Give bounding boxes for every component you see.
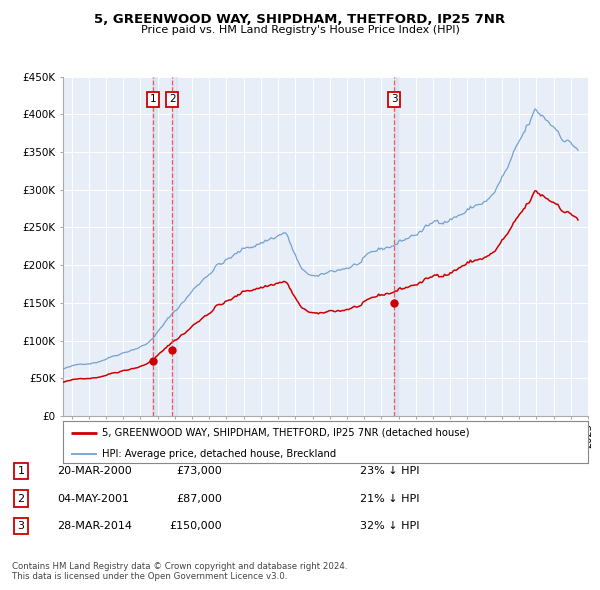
Text: 32% ↓ HPI: 32% ↓ HPI (360, 522, 419, 531)
Text: HPI: Average price, detached house, Breckland: HPI: Average price, detached house, Brec… (103, 449, 337, 459)
Text: 23% ↓ HPI: 23% ↓ HPI (360, 466, 419, 476)
Bar (394, 77, 400, 416)
Text: 2: 2 (169, 94, 175, 104)
Text: £87,000: £87,000 (176, 494, 222, 503)
Text: 3: 3 (17, 522, 25, 531)
Text: 5, GREENWOOD WAY, SHIPDHAM, THETFORD, IP25 7NR (detached house): 5, GREENWOOD WAY, SHIPDHAM, THETFORD, IP… (103, 428, 470, 438)
Text: 3: 3 (391, 94, 397, 104)
Text: £73,000: £73,000 (176, 466, 222, 476)
Text: 21% ↓ HPI: 21% ↓ HPI (360, 494, 419, 503)
Text: 28-MAR-2014: 28-MAR-2014 (57, 522, 132, 531)
Text: 20-MAR-2000: 20-MAR-2000 (57, 466, 132, 476)
Text: 1: 1 (17, 466, 25, 476)
Text: 2: 2 (17, 494, 25, 503)
Bar (152, 77, 158, 416)
Text: 1: 1 (149, 94, 156, 104)
Bar (172, 77, 178, 416)
Text: 04-MAY-2001: 04-MAY-2001 (57, 494, 129, 503)
Text: £150,000: £150,000 (169, 522, 222, 531)
Text: Price paid vs. HM Land Registry's House Price Index (HPI): Price paid vs. HM Land Registry's House … (140, 25, 460, 35)
Text: 5, GREENWOOD WAY, SHIPDHAM, THETFORD, IP25 7NR: 5, GREENWOOD WAY, SHIPDHAM, THETFORD, IP… (94, 13, 506, 26)
Text: Contains HM Land Registry data © Crown copyright and database right 2024.
This d: Contains HM Land Registry data © Crown c… (12, 562, 347, 581)
